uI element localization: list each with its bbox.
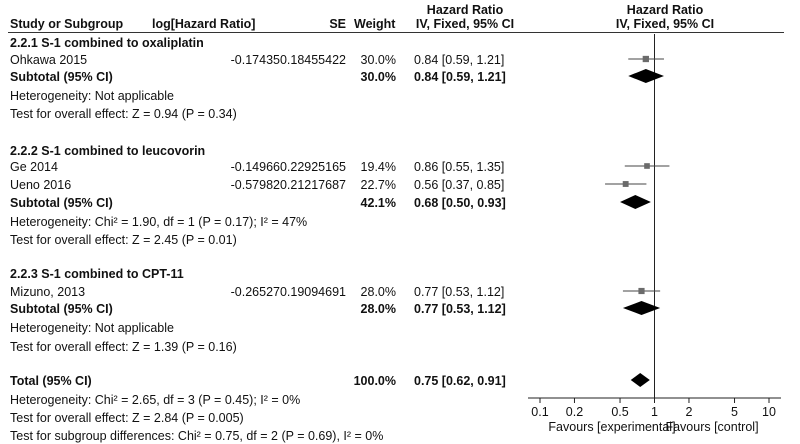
study-ci: 0.56 [0.37, 0.85]	[414, 178, 505, 192]
subtotal-label: Subtotal (95% CI)	[10, 302, 113, 316]
study-se: 0.21217687	[279, 178, 346, 192]
col-se: SE	[329, 17, 346, 31]
heterogeneity-text: Heterogeneity: Not applicable	[10, 89, 174, 103]
study-se: 0.19094691	[279, 285, 346, 299]
col-loghr: log[Hazard Ratio]	[152, 17, 256, 31]
x-tick-label: 1	[651, 405, 658, 419]
study-marker	[642, 55, 649, 63]
total-overall-effect: Test for overall effect: Z = 2.84 (P = 0…	[10, 411, 244, 425]
study-name: Ueno 2016	[10, 178, 72, 192]
group-title: 2.2.2 S-1 combined to leucovorin	[10, 144, 206, 158]
study-marker	[644, 163, 650, 169]
study-weight: 19.4%	[360, 160, 396, 174]
study-marker	[622, 181, 629, 187]
summary-diamond	[630, 373, 650, 387]
x-tick-label: 0.2	[566, 405, 583, 419]
total-ci: 0.75 [0.62, 0.91]	[414, 374, 506, 388]
overall-effect-text: Test for overall effect: Z = 2.45 (P = 0…	[10, 233, 237, 247]
study-weight: 30.0%	[360, 53, 396, 67]
study-loghr: -0.26527	[230, 285, 280, 299]
study-weight: 22.7%	[360, 178, 396, 192]
study-loghr: -0.57982	[230, 178, 280, 192]
subtotal-ci: 0.84 [0.59, 1.21]	[414, 70, 506, 84]
heterogeneity-text: Heterogeneity: Not applicable	[10, 321, 174, 335]
subtotal-ci: 0.68 [0.50, 0.93]	[414, 196, 506, 210]
study-ci: 0.86 [0.55, 1.35]	[414, 160, 505, 174]
subtotal-weight: 42.1%	[360, 196, 396, 210]
heterogeneity-text: Heterogeneity: Chi² = 1.90, df = 1 (P = …	[10, 215, 308, 229]
summary-diamond	[622, 301, 661, 315]
study-se: 0.22925165	[279, 160, 346, 174]
study-se: 0.18455422	[279, 53, 346, 67]
subtotal-ci: 0.77 [0.53, 1.12]	[414, 302, 506, 316]
x-tick-label: 2	[685, 405, 692, 419]
favours-right-label: Favours [control]	[665, 420, 758, 434]
header-rule	[8, 32, 784, 33]
summary-diamond	[628, 69, 664, 83]
col-plot-ci: IV, Fixed, 95% CI	[615, 17, 715, 31]
x-tick-label: 5	[731, 405, 738, 419]
subtotal-label: Subtotal (95% CI)	[10, 196, 113, 210]
subtotal-label: Subtotal (95% CI)	[10, 70, 113, 84]
overall-effect-text: Test for overall effect: Z = 0.94 (P = 0…	[10, 107, 237, 121]
study-marker	[638, 287, 645, 295]
study-name: Ge 2014	[10, 160, 58, 174]
total-weight: 100.0%	[353, 374, 396, 388]
col-study: Study or Subgroup	[10, 17, 124, 31]
study-ci: 0.84 [0.59, 1.21]	[414, 53, 505, 67]
col-hr-ci: IV, Fixed, 95% CI	[415, 17, 515, 31]
subtotal-weight: 30.0%	[360, 70, 396, 84]
summary-diamond	[620, 195, 651, 209]
total-label: Total (95% CI)	[10, 374, 92, 388]
total-heterogeneity: Heterogeneity: Chi² = 2.65, df = 3 (P = …	[10, 393, 301, 407]
hr-col-title: Hazard Ratio	[426, 3, 504, 17]
x-tick-label: 0.1	[531, 405, 548, 419]
study-name: Ohkawa 2015	[10, 53, 88, 67]
study-name: Mizuno, 2013	[10, 285, 86, 299]
x-tick-label: 0.5	[611, 405, 628, 419]
favours-left-label: Favours [experimental]	[548, 420, 675, 434]
col-weight: Weight	[354, 17, 396, 31]
study-loghr: -0.17435	[230, 53, 280, 67]
subtotal-weight: 28.0%	[360, 302, 396, 316]
study-weight: 28.0%	[360, 285, 396, 299]
overall-effect-text: Test for overall effect: Z = 1.39 (P = 0…	[10, 340, 237, 354]
group-title: 2.2.3 S-1 combined to CPT-11	[10, 267, 184, 281]
plot-col-title: Hazard Ratio	[626, 3, 704, 17]
x-tick-label: 10	[762, 405, 776, 419]
study-ci: 0.77 [0.53, 1.12]	[414, 285, 505, 299]
subgroup-differences: Test for subgroup differences: Chi² = 0.…	[10, 429, 384, 443]
study-loghr: -0.14966	[230, 160, 280, 174]
group-title: 2.2.1 S-1 combined to oxaliplatin	[10, 36, 204, 50]
